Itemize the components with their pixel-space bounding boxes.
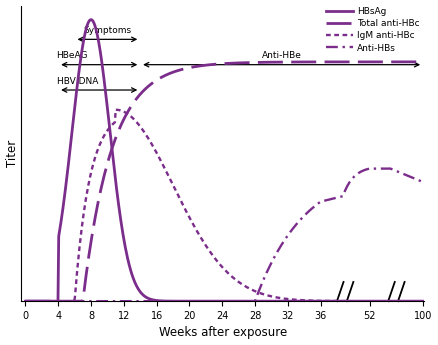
Legend: HBsAg, Total anti-HBc, IgM anti-HBc, Anti-HBs: HBsAg, Total anti-HBc, IgM anti-HBc, Ant… — [326, 7, 420, 52]
Text: HBV DNA: HBV DNA — [57, 77, 98, 86]
Y-axis label: Titer: Titer — [6, 140, 18, 167]
Text: Symptoms: Symptoms — [83, 26, 131, 35]
X-axis label: Weeks after exposure: Weeks after exposure — [159, 326, 287, 339]
Text: HBeAG: HBeAG — [57, 51, 88, 60]
Text: Anti-HBe: Anti-HBe — [261, 51, 301, 60]
